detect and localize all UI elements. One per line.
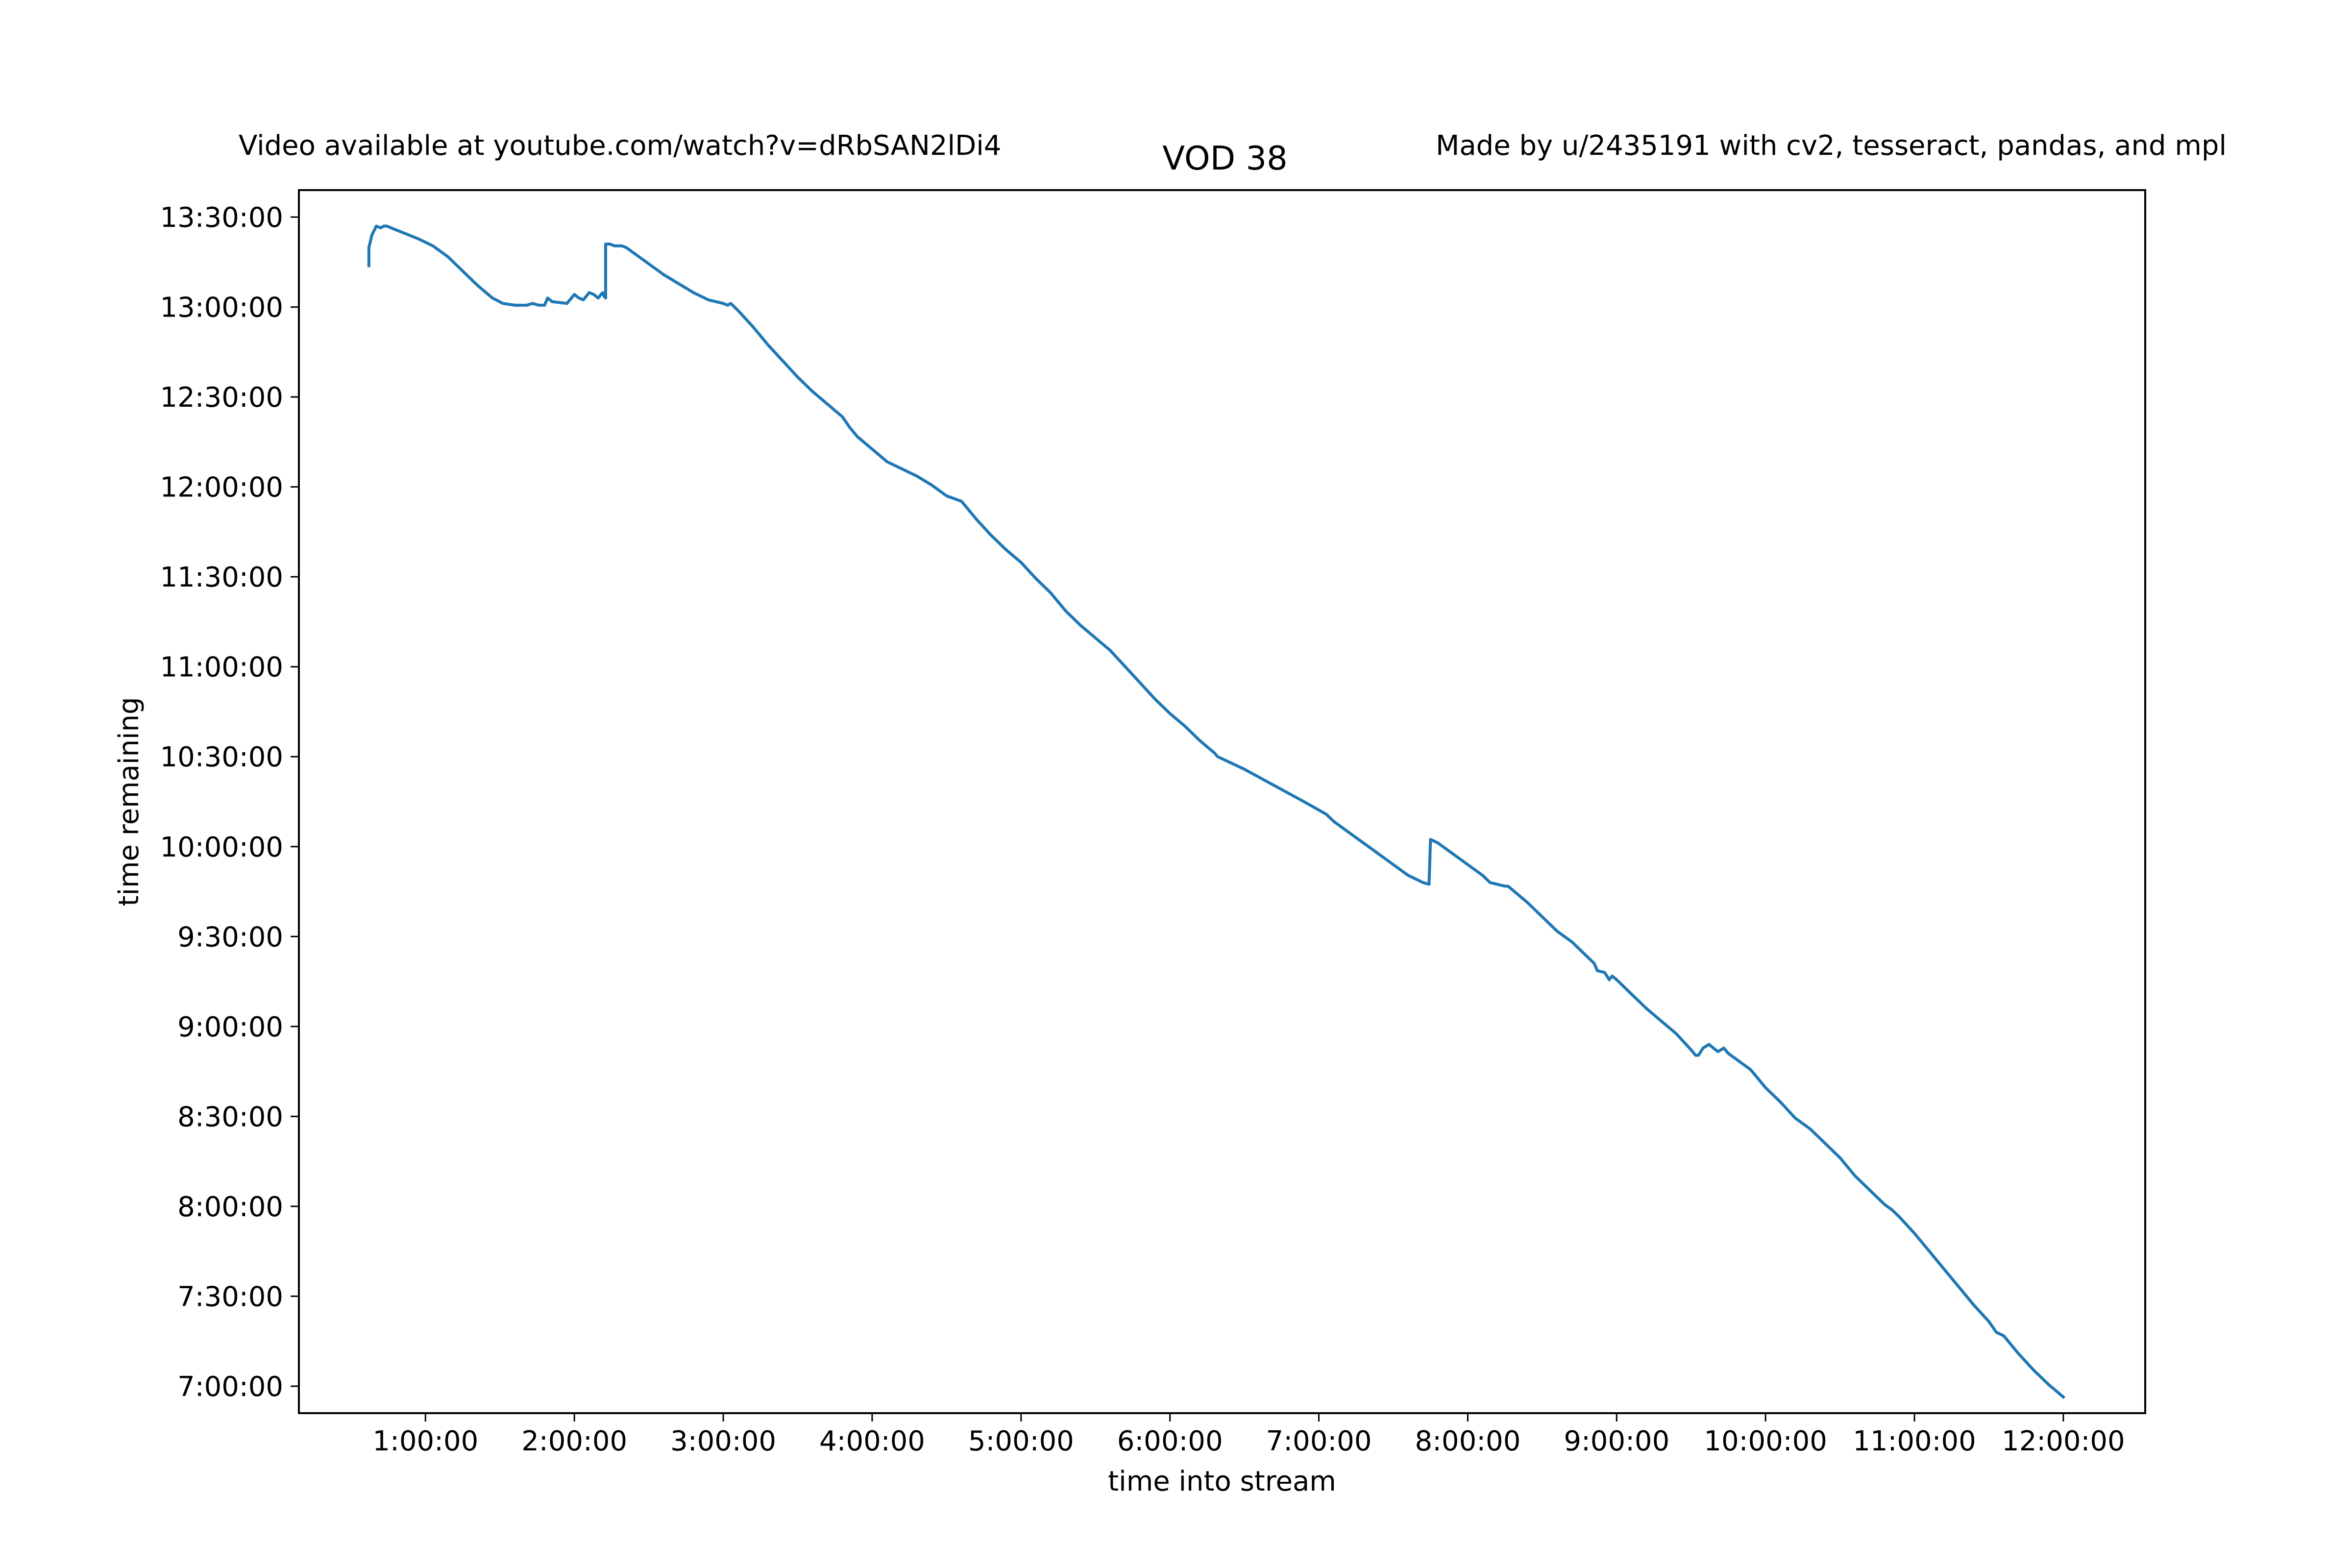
x-tick-label: 12:00:00 [2002,1425,2125,1457]
x-tick-label: 1:00:00 [372,1425,478,1457]
y-axis-label: time remaining [113,697,145,906]
x-tick-label: 9:00:00 [1564,1425,1669,1457]
y-tick-label: 10:30:00 [160,741,283,773]
y-tick-label: 9:30:00 [177,921,283,953]
y-tick-label: 12:00:00 [160,472,283,504]
x-tick-label: 5:00:00 [968,1425,1074,1457]
x-tick-label: 4:00:00 [819,1425,925,1457]
author-note: Made by u/2435191 with cv2, tesseract, p… [1436,130,2227,162]
y-tick-label: 12:30:00 [160,382,283,414]
series-line-time-remaining [367,224,2066,1399]
x-tick-label: 6:00:00 [1117,1425,1223,1457]
x-tick-label: 2:00:00 [521,1425,627,1457]
x-tick-label: 3:00:00 [670,1425,776,1457]
y-tick-label: 7:30:00 [177,1281,283,1313]
y-tick-label: 8:30:00 [177,1101,283,1133]
chart-title: VOD 38 [1162,139,1288,177]
y-tick-label: 13:00:00 [160,292,283,324]
video-source-note: Video available at youtube.com/watch?v=d… [239,130,1001,162]
x-tick-label: 7:00:00 [1266,1425,1372,1457]
x-tick-label: 8:00:00 [1415,1425,1520,1457]
x-axis-label: time into stream [1108,1466,1336,1497]
x-tick-label: 11:00:00 [1853,1425,1976,1457]
y-tick-label: 8:00:00 [177,1191,283,1223]
y-tick-label: 7:00:00 [177,1371,283,1403]
y-axis: 7:00:00 7:30:00 8:00:00 8:30:00 9:00:00 9:30:… [160,202,299,1403]
y-tick-label: 9:00:00 [177,1011,283,1043]
plot-area-frame [298,189,2146,1414]
y-tick-label: 10:00:00 [160,832,283,863]
x-axis: 1:00:00 2:00:00 3:00:00 4:00:00 5:00:00 6:00:… [372,1413,2125,1457]
y-tick-label: 13:30:00 [160,202,283,234]
x-tick-label: 10:00:00 [1704,1425,1827,1457]
y-tick-label: 11:30:00 [160,562,283,593]
y-tick-label: 11:00:00 [160,652,283,684]
